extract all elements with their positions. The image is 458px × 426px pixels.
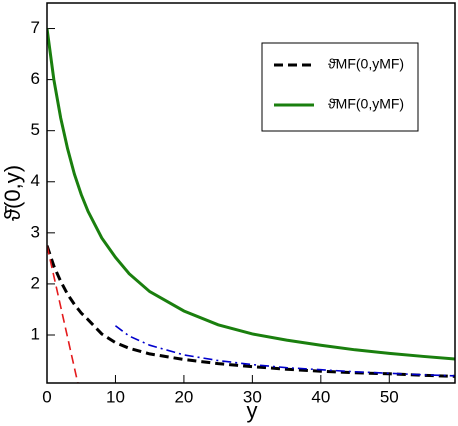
y-axis-label: ϑ̄(0,y) <box>0 165 25 221</box>
x-axis-label: y <box>247 398 258 423</box>
line-series <box>47 28 455 361</box>
y-tick-label: 1 <box>31 324 40 343</box>
x-tick-label: 50 <box>380 387 399 406</box>
line-series <box>47 245 455 378</box>
line-series <box>47 245 79 383</box>
y-tick-label: 2 <box>31 273 40 292</box>
x-tick-label: 40 <box>311 387 330 406</box>
legend-label: ϑ̄MF(0,yMF) <box>328 56 404 72</box>
x-tick-label: 0 <box>42 387 51 406</box>
y-tick-label: 7 <box>31 18 40 37</box>
plot-frame <box>46 2 456 384</box>
y-tick-label: 4 <box>31 171 40 190</box>
y-tick-label: 3 <box>31 222 40 241</box>
y-tick-label: 6 <box>31 69 40 88</box>
x-tick-label: 10 <box>106 387 125 406</box>
legend-label: ϑ̄MF(0,yMF) <box>328 96 404 112</box>
line-series <box>114 325 455 377</box>
y-tick-label: 5 <box>31 120 40 139</box>
x-tick-label: 20 <box>174 387 193 406</box>
x-tick-label: 30 <box>243 387 262 406</box>
legend-box <box>261 42 419 132</box>
